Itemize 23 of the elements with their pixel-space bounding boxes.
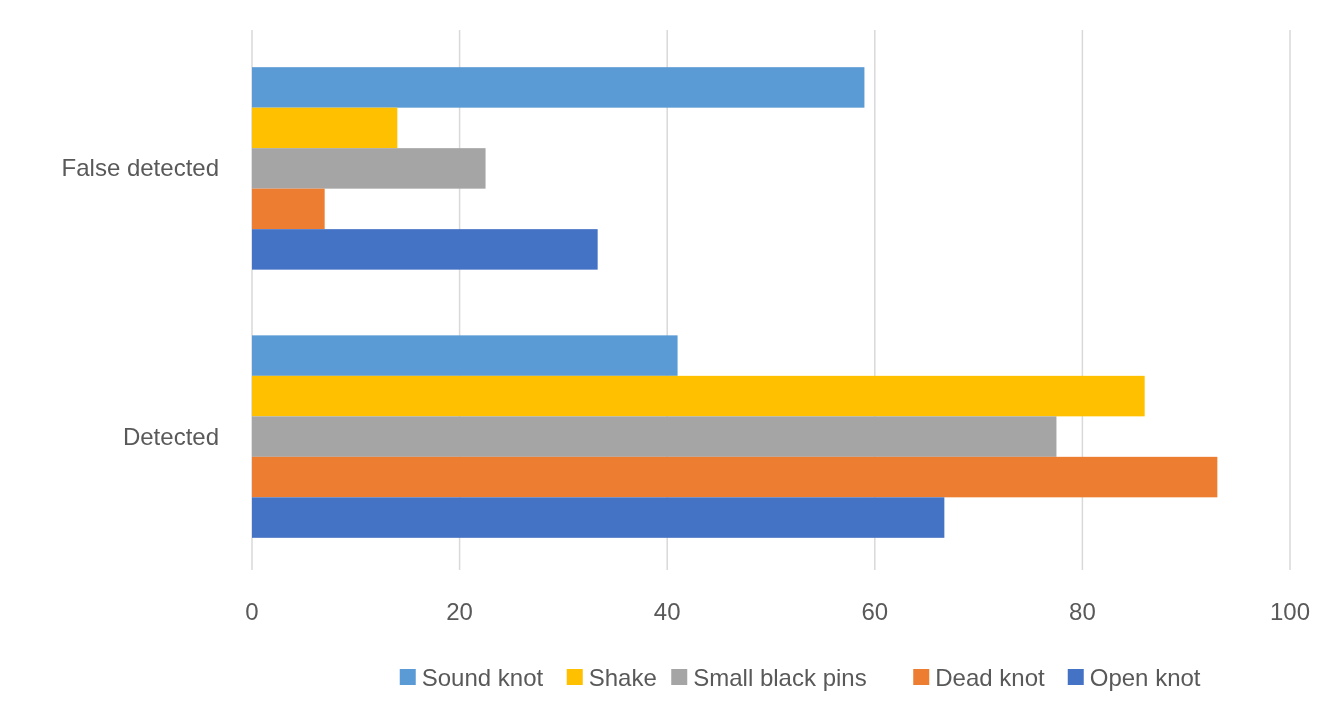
bar — [252, 416, 1057, 457]
legend-label: Shake — [588, 664, 657, 691]
legend-label: Open knot — [1089, 664, 1201, 691]
x-tick-label: 0 — [245, 598, 259, 625]
legend-label: Sound knot — [421, 664, 544, 691]
bar — [252, 456, 1218, 498]
bar — [252, 148, 486, 189]
bar — [252, 107, 398, 149]
bar — [252, 335, 678, 376]
bar — [252, 188, 325, 230]
bar — [252, 375, 1145, 417]
bar — [252, 229, 598, 270]
y-tick-label: False detected — [61, 154, 219, 182]
x-tick-label: 20 — [446, 598, 473, 625]
legend-label: Dead knot — [935, 664, 1045, 691]
legend-label: Small black pins — [693, 664, 867, 691]
bar — [252, 497, 945, 538]
x-tick-label: 80 — [1069, 598, 1096, 625]
bar — [252, 67, 865, 108]
y-tick-label: Detected — [122, 422, 219, 450]
x-tick-label: 40 — [653, 598, 681, 625]
x-tick-label: 60 — [861, 598, 889, 625]
x-tick-label: 100 — [1269, 598, 1311, 625]
